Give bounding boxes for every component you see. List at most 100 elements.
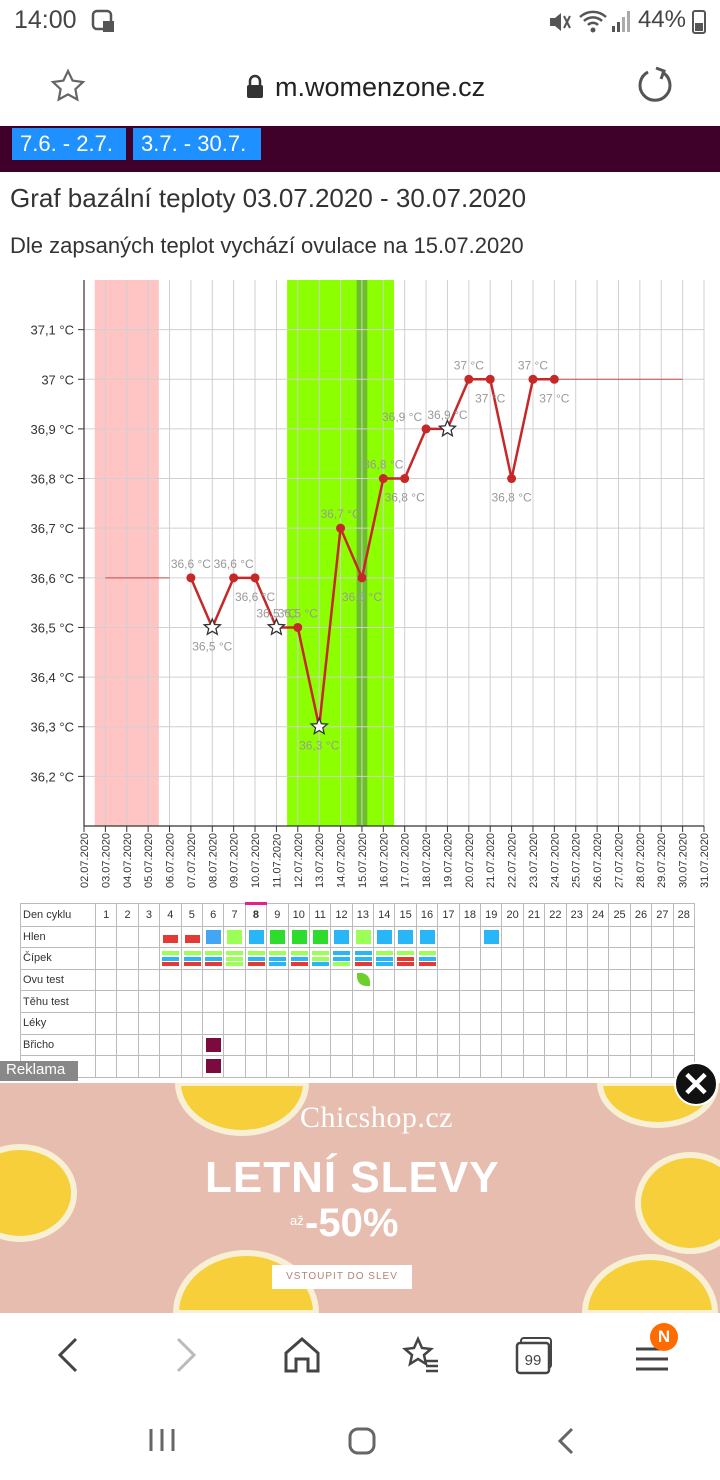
- day-cell[interactable]: [180, 990, 203, 1013]
- day-cell[interactable]: [565, 1033, 588, 1057]
- day-number[interactable]: 26: [629, 903, 653, 927]
- day-cell[interactable]: [159, 947, 182, 970]
- day-cell[interactable]: [501, 947, 524, 970]
- day-cell[interactable]: [223, 990, 246, 1013]
- day-number[interactable]: 7: [223, 903, 246, 927]
- day-cell[interactable]: [137, 990, 161, 1013]
- day-cell[interactable]: [116, 947, 139, 970]
- day-cell[interactable]: [415, 990, 439, 1013]
- day-cell[interactable]: [244, 1055, 268, 1078]
- day-cell[interactable]: [94, 947, 118, 970]
- day-cell[interactable]: [608, 925, 631, 949]
- day-cell[interactable]: [480, 990, 503, 1013]
- day-number[interactable]: 14: [373, 903, 396, 927]
- day-cell[interactable]: [223, 1011, 246, 1035]
- day-number[interactable]: 21: [522, 903, 546, 927]
- day-cell[interactable]: [159, 1033, 182, 1057]
- day-cell[interactable]: [373, 1033, 396, 1057]
- day-cell[interactable]: [480, 1033, 503, 1057]
- day-cell[interactable]: [458, 968, 482, 992]
- day-cell[interactable]: [672, 925, 695, 949]
- period-tab-2[interactable]: 3.7. - 30.7.: [133, 128, 261, 160]
- day-cell[interactable]: [586, 947, 610, 970]
- day-cell[interactable]: [116, 1055, 139, 1078]
- ad-banner[interactable]: Chicshop.cz LETNÍ SLEVY až -50% VSTOUPIT…: [0, 1083, 720, 1313]
- day-cell[interactable]: [394, 947, 417, 970]
- day-cell[interactable]: [266, 1033, 289, 1057]
- day-number[interactable]: 6: [201, 903, 225, 927]
- day-number[interactable]: 1: [94, 903, 118, 927]
- day-cell[interactable]: [437, 1055, 460, 1078]
- day-cell[interactable]: [180, 925, 203, 949]
- day-cell[interactable]: [565, 947, 588, 970]
- day-cell[interactable]: [330, 968, 353, 992]
- day-cell[interactable]: [565, 1011, 588, 1035]
- day-number[interactable]: 15: [394, 903, 417, 927]
- day-number[interactable]: 9: [266, 903, 289, 927]
- day-number[interactable]: 16: [415, 903, 439, 927]
- day-cell[interactable]: [266, 1011, 289, 1035]
- day-cell[interactable]: [287, 1055, 310, 1078]
- day-cell[interactable]: [159, 925, 182, 949]
- day-cell[interactable]: [458, 947, 482, 970]
- day-cell[interactable]: [351, 947, 375, 970]
- day-cell[interactable]: [501, 1055, 524, 1078]
- day-cell[interactable]: [201, 947, 225, 970]
- bookmark-star-icon[interactable]: [50, 68, 86, 104]
- day-cell[interactable]: [201, 1011, 225, 1035]
- day-cell[interactable]: [330, 925, 353, 949]
- day-number[interactable]: 11: [308, 903, 332, 927]
- day-cell[interactable]: [522, 1011, 546, 1035]
- day-cell[interactable]: [522, 1033, 546, 1057]
- day-cell[interactable]: [308, 947, 332, 970]
- day-cell[interactable]: [415, 1011, 439, 1035]
- day-cell[interactable]: [223, 925, 246, 949]
- day-cell[interactable]: [330, 947, 353, 970]
- day-cell[interactable]: [501, 968, 524, 992]
- day-cell[interactable]: [287, 1033, 310, 1057]
- day-cell[interactable]: [586, 1011, 610, 1035]
- day-number[interactable]: 12: [330, 903, 353, 927]
- day-cell[interactable]: [544, 1055, 567, 1078]
- day-number[interactable]: 13: [351, 903, 375, 927]
- day-cell[interactable]: [180, 1011, 203, 1035]
- day-cell[interactable]: [651, 947, 674, 970]
- day-cell[interactable]: [608, 1033, 631, 1057]
- day-cell[interactable]: [458, 1011, 482, 1035]
- day-cell[interactable]: [672, 968, 695, 992]
- day-cell[interactable]: [266, 925, 289, 949]
- day-cell[interactable]: [437, 947, 460, 970]
- back-system-icon[interactable]: [552, 1425, 580, 1459]
- day-cell[interactable]: [394, 968, 417, 992]
- day-number[interactable]: 3: [137, 903, 161, 927]
- day-cell[interactable]: [223, 947, 246, 970]
- day-cell[interactable]: [373, 990, 396, 1013]
- day-cell[interactable]: [201, 1033, 225, 1057]
- reload-icon[interactable]: [634, 64, 674, 104]
- day-cell[interactable]: [266, 1055, 289, 1078]
- day-cell[interactable]: [351, 925, 375, 949]
- tabs-icon[interactable]: 99: [514, 1335, 556, 1377]
- day-cell[interactable]: [629, 968, 653, 992]
- day-cell[interactable]: [522, 925, 546, 949]
- day-cell[interactable]: [437, 990, 460, 1013]
- day-cell[interactable]: [351, 968, 375, 992]
- day-cell[interactable]: [672, 1033, 695, 1057]
- day-cell[interactable]: [394, 1055, 417, 1078]
- day-cell[interactable]: [437, 1033, 460, 1057]
- day-cell[interactable]: [116, 1011, 139, 1035]
- day-cell[interactable]: [586, 1055, 610, 1078]
- day-cell[interactable]: [394, 1011, 417, 1035]
- day-cell[interactable]: [351, 990, 375, 1013]
- day-cell[interactable]: [266, 968, 289, 992]
- day-cell[interactable]: [544, 947, 567, 970]
- back-icon[interactable]: [52, 1335, 82, 1375]
- day-cell[interactable]: [544, 1011, 567, 1035]
- day-cell[interactable]: [480, 968, 503, 992]
- day-cell[interactable]: [544, 990, 567, 1013]
- day-cell[interactable]: [565, 925, 588, 949]
- day-cell[interactable]: [351, 1055, 375, 1078]
- day-cell[interactable]: [586, 1033, 610, 1057]
- day-cell[interactable]: [94, 925, 118, 949]
- day-cell[interactable]: [672, 1011, 695, 1035]
